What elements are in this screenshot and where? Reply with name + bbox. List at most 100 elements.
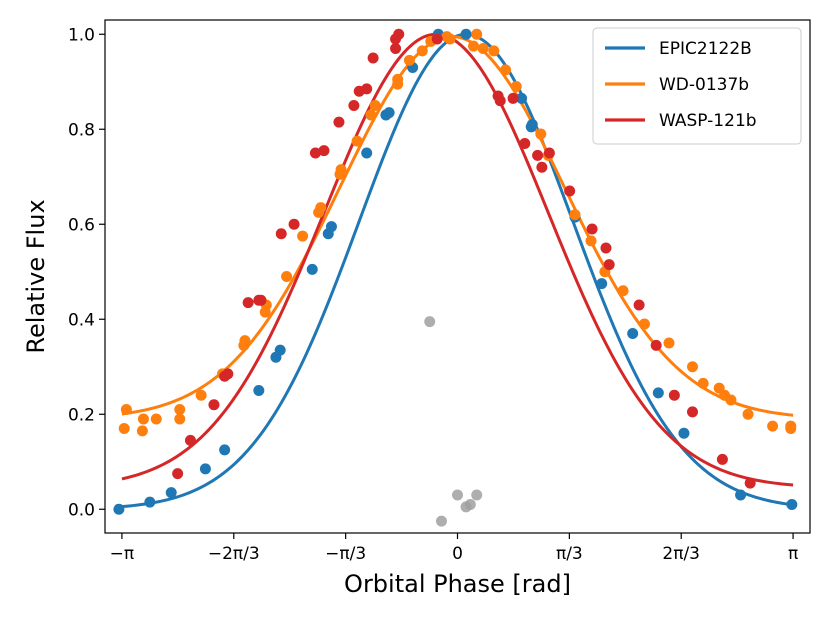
y-tick-label-6: 1.0 [68,25,95,45]
data-point-s1-17 [460,28,472,40]
data-point-s3-10 [288,218,300,230]
data-point-s1-20 [526,119,538,130]
data-point-s3-25 [519,138,531,149]
data-point-s2-45 [697,377,709,389]
x-tick-label-6: 2π/3 [662,544,700,564]
data-point-s3-9 [275,228,287,240]
data-point-s3-18 [390,43,402,54]
data-point-s3-2 [184,434,196,446]
model-curve-3 [121,32,794,487]
data-point-s2-34 [500,64,512,76]
y-tick-label-1: 0.0 [68,500,95,520]
data-point-s3-1 [172,468,184,480]
data-point-s2-26 [416,45,428,57]
data-point-s4-6 [471,489,483,501]
data-point-s2-4 [137,413,149,425]
data-point-s3-32 [603,259,615,271]
data-point-s3-17 [367,52,379,64]
data-point-s1-2 [144,496,156,508]
data-point-s1-11 [325,221,337,233]
data-point-s2-17 [315,202,327,214]
data-point-s3-30 [586,223,598,235]
data-point-s3-20 [393,28,405,40]
x-tick-label-7: π [788,544,798,564]
data-point-s3-23 [494,95,506,107]
data-point-s2-7 [174,413,186,425]
plot-area [113,28,798,527]
data-point-s2-38 [569,209,581,221]
data-point-s1-4 [199,463,211,475]
data-point-s2-11 [239,335,251,347]
data-point-s4-5 [464,499,476,510]
y-tick-label-2: 0.2 [68,405,95,425]
data-point-s1-14 [383,107,395,119]
data-point-s1-27 [786,499,798,510]
legend: EPIC2122B WD-0137b WASP-121b [592,27,802,145]
data-point-s2-22 [369,100,381,111]
data-point-s2-49 [742,408,754,420]
data-point-s4-3 [452,489,463,501]
data-point-s3-13 [333,116,345,128]
data-point-s3-26 [532,149,544,161]
data-point-s1-25 [678,427,690,439]
y-tick-label-3: 0.4 [68,310,95,330]
data-point-s3-38 [744,477,756,489]
data-point-s3-11 [309,147,321,159]
data-point-s2-21 [365,109,377,121]
model-curve-2 [121,35,794,417]
data-point-s1-22 [596,278,608,290]
x-tick-label-3: −π/3 [325,544,366,564]
data-point-s2-43 [663,337,675,349]
y-tick-label-4: 0.6 [68,215,95,235]
data-point-s2-48 [725,394,737,406]
y-tick-label-5: 0.8 [68,120,95,140]
x-tick-label-1: −π [110,544,134,564]
data-point-s3-33 [633,299,645,311]
data-point-s3-36 [687,406,698,418]
data-point-s1-3 [165,487,177,499]
data-point-s2-42 [638,318,650,330]
data-point-s1-23 [627,328,639,339]
y-axis-title: Relative Flux [22,199,50,353]
data-point-s2-14 [281,271,293,282]
data-point-s2-19 [335,164,347,176]
data-point-s3-14 [348,100,360,111]
data-point-s1-9 [306,263,318,275]
data-point-s2-39 [585,235,597,247]
data-point-s2-5 [150,413,162,425]
data-point-s3-24 [507,92,519,104]
data-point-s3-21 [431,33,443,45]
data-point-s3-5 [222,368,234,380]
data-point-s2-31 [471,28,483,40]
data-point-s1-26 [735,489,747,501]
data-point-s2-50 [767,420,779,432]
data-point-s2-32 [477,43,489,54]
x-tick-label-4: 0 [452,544,463,564]
legend-label-1: EPIC2122B [659,39,752,59]
x-axis-title: Orbital Phase [rad] [344,570,571,598]
data-point-s3-6 [242,297,254,309]
x-tick-label-5: π/3 [556,544,583,564]
data-point-s3-8 [255,294,267,306]
data-point-s2-44 [687,361,698,373]
data-point-s1-1 [113,503,125,515]
data-point-s2-20 [351,135,363,147]
data-point-s3-12 [318,145,330,157]
data-point-s3-16 [361,83,373,95]
data-point-s2-29 [444,33,456,45]
data-point-s4-2 [435,515,447,527]
data-point-s4-1 [424,316,436,328]
x-tick-label-2: −2π/3 [208,544,260,564]
data-point-s3-3 [208,399,220,411]
data-point-s1-24 [652,387,664,399]
data-point-s2-33 [488,45,500,57]
data-point-s3-27 [536,161,548,173]
data-point-s2-30 [468,40,480,52]
data-point-s1-8 [274,344,286,356]
data-point-s2-35 [510,81,522,92]
data-point-s2-8 [195,389,207,401]
data-point-s3-35 [668,389,680,401]
data-point-s2-3 [136,425,148,437]
data-point-s2-41 [617,285,629,297]
